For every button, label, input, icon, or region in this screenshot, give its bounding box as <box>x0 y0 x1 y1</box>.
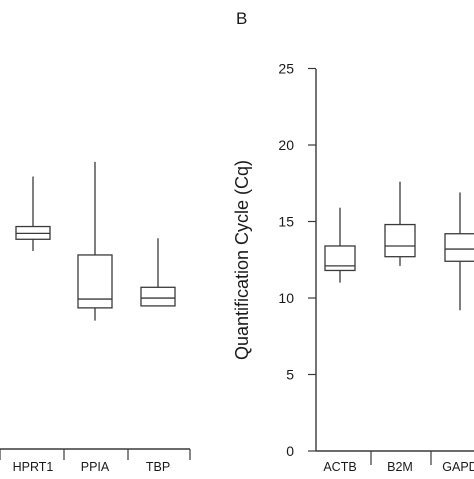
panel-b-b2m-x-label: B2M <box>387 460 413 474</box>
panel-b-y-tick-label: 0 <box>286 443 294 459</box>
panel-a-tbp-box <box>140 286 176 307</box>
panel-b-y-tick-label: 25 <box>278 61 294 77</box>
panel-b-y-tick-label: 5 <box>286 367 294 383</box>
panel-b-gapd-box <box>444 233 474 262</box>
panel-b-y-tick-label: 10 <box>278 290 294 306</box>
panel-b-y-axis-title: Quantification Cycle (Cq) <box>232 160 252 360</box>
panel-b-y-tick-label: 15 <box>278 214 294 230</box>
panel-a-ppia-box <box>77 254 113 309</box>
panel-b-actb-x-label: ACTB <box>323 460 356 474</box>
panel-a-tbp-x-label: TBP <box>146 460 170 474</box>
panel-b-b2m-box <box>384 223 416 258</box>
panel-b-actb-box <box>324 245 356 272</box>
panel-b-y-tick-label: 20 <box>278 137 294 153</box>
panel-a-hprt1-x-label: HPRT1 <box>13 460 54 474</box>
panel-b-label: B <box>236 9 247 28</box>
panel-a-ppia-x-label: PPIA <box>81 460 110 474</box>
panel-b-gapd-x-label: GAPD <box>442 460 474 474</box>
